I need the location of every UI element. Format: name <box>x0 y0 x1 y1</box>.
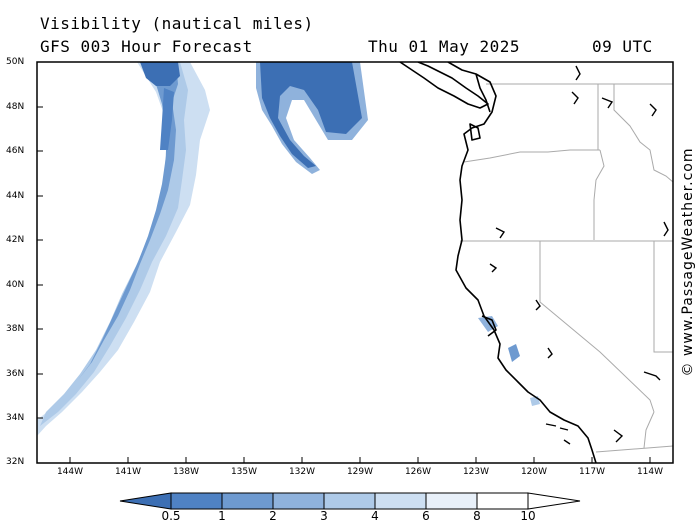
lake <box>643 371 661 381</box>
border-ca-az <box>643 411 655 449</box>
legend-label: 3 <box>320 509 328 523</box>
legend-segment <box>527 492 581 510</box>
lon-label: 126W <box>404 467 432 477</box>
state-borders <box>460 83 673 453</box>
legend-segment <box>272 492 325 510</box>
legend-label: 2 <box>269 509 277 523</box>
lat-label: 42N <box>6 235 25 245</box>
lon-label: 129W <box>346 467 374 477</box>
legend-segment <box>170 492 223 510</box>
credit-text: © www.PassageWeather.com <box>680 147 696 377</box>
lat-ticks <box>37 61 43 419</box>
lat-label: 48N <box>6 102 25 112</box>
lake <box>547 347 553 359</box>
forecast-date: Thu 01 May 2025 <box>368 37 520 56</box>
lake <box>571 91 579 105</box>
legend-label: 1 <box>218 509 226 523</box>
coastline-puget-sound <box>475 73 491 113</box>
lat-label: 44N <box>6 191 25 201</box>
visibility-core-north <box>140 62 180 86</box>
legend-segment <box>425 492 478 510</box>
visibility-patch-northeast <box>260 62 362 168</box>
lat-label: 40N <box>6 280 25 290</box>
forecast-time: 09 UTC <box>592 37 653 56</box>
chart-title: Visibility (nautical miles) <box>40 14 314 33</box>
border-or-id <box>593 149 605 240</box>
legend-colorbar <box>119 492 581 510</box>
lakes <box>489 65 669 443</box>
coastline-sf-bay <box>481 315 497 337</box>
lon-label: 138W <box>172 467 200 477</box>
legend-label: 0.5 <box>161 509 181 523</box>
legend-segment <box>119 492 172 510</box>
legend-segment <box>323 492 376 510</box>
island <box>563 439 571 445</box>
lon-label: 120W <box>520 467 548 477</box>
legend-label: 6 <box>422 509 430 523</box>
credit-container: © www.PassageWeather.com <box>676 62 700 462</box>
lake-tahoe <box>535 299 541 311</box>
lake <box>575 65 581 81</box>
lake-salton <box>613 429 624 443</box>
border-us-mexico <box>595 445 673 453</box>
coastline <box>399 62 597 463</box>
lat-label: 32N <box>6 457 25 467</box>
legend-label: 10 <box>520 509 536 523</box>
lon-label: 123W <box>462 467 490 477</box>
lon-label: 132W <box>288 467 316 477</box>
visibility-shading <box>37 62 540 436</box>
lake <box>663 221 669 237</box>
legend-segment <box>374 492 427 510</box>
map-frame <box>36 61 674 464</box>
coastline-vancouver-island <box>399 62 489 109</box>
lat-label: 46N <box>6 146 25 156</box>
lon-label: 135W <box>230 467 258 477</box>
lon-label: 141W <box>114 467 142 477</box>
island <box>545 423 557 427</box>
legend-segment <box>476 492 529 510</box>
border-wa-or <box>463 149 600 163</box>
legend-label: 4 <box>371 509 379 523</box>
visibility-core-strand <box>160 88 174 150</box>
border-ca-nv <box>539 241 655 413</box>
lon-ticks <box>69 457 651 463</box>
lon-label: 144W <box>56 467 84 477</box>
lake <box>601 97 614 109</box>
channel-islands <box>545 423 571 445</box>
coastline-island <box>469 123 481 141</box>
lake <box>649 103 657 117</box>
lat-label: 36N <box>6 369 25 379</box>
island <box>559 427 569 431</box>
legend-label: 8 <box>473 509 481 523</box>
lat-label: 50N <box>6 57 25 67</box>
lon-label: 117W <box>578 467 606 477</box>
lake <box>495 227 506 239</box>
border-nv-az <box>653 241 673 353</box>
lon-label: 114W <box>636 467 664 477</box>
legend-segment <box>221 492 274 510</box>
coastline-mainland <box>447 62 597 463</box>
visibility-patch-coast <box>508 344 520 362</box>
lake <box>489 263 498 273</box>
visibility-band-pale <box>37 62 210 436</box>
border-id-mt <box>613 84 673 183</box>
lat-label: 34N <box>6 413 25 423</box>
lat-label: 38N <box>6 324 25 334</box>
forecast-model: GFS 003 Hour Forecast <box>40 37 253 56</box>
